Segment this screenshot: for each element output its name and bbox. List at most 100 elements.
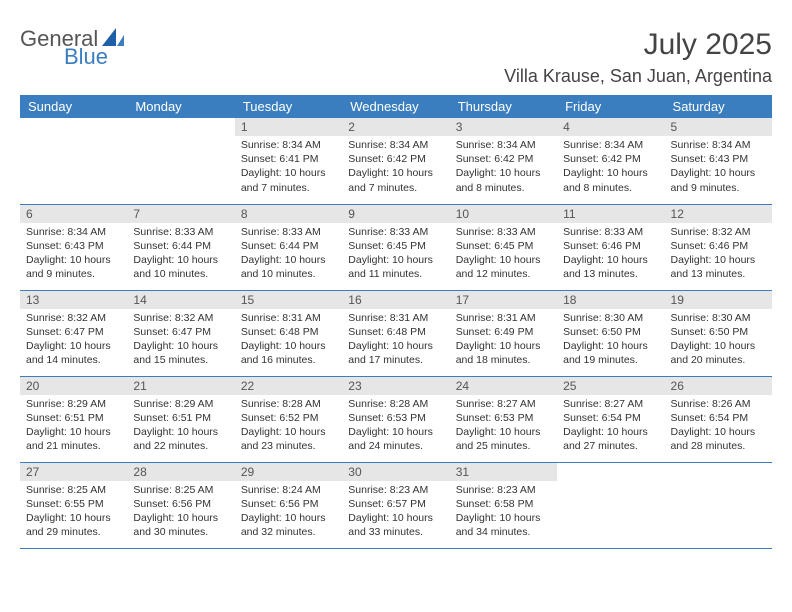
- day-details: Sunrise: 8:34 AMSunset: 6:43 PMDaylight:…: [665, 136, 772, 197]
- day-details: Sunrise: 8:25 AMSunset: 6:55 PMDaylight:…: [20, 481, 127, 542]
- calendar-cell: 21Sunrise: 8:29 AMSunset: 6:51 PMDayligh…: [127, 376, 234, 462]
- day-number: 6: [20, 205, 127, 223]
- sunset-text: Sunset: 6:44 PM: [241, 239, 336, 253]
- daylight-text: Daylight: 10 hours and 28 minutes.: [671, 425, 766, 453]
- calendar-cell: 8Sunrise: 8:33 AMSunset: 6:44 PMDaylight…: [235, 204, 342, 290]
- day-number: 16: [342, 291, 449, 309]
- sunrise-text: Sunrise: 8:30 AM: [671, 311, 766, 325]
- day-details: Sunrise: 8:31 AMSunset: 6:48 PMDaylight:…: [235, 309, 342, 370]
- daylight-text: Daylight: 10 hours and 22 minutes.: [133, 425, 228, 453]
- day-number: 18: [557, 291, 664, 309]
- page-root: General Blue July 2025 Villa Krause, San…: [0, 0, 792, 612]
- day-details: Sunrise: 8:34 AMSunset: 6:42 PMDaylight:…: [342, 136, 449, 197]
- sunset-text: Sunset: 6:49 PM: [456, 325, 551, 339]
- sunset-text: Sunset: 6:51 PM: [26, 411, 121, 425]
- sunrise-text: Sunrise: 8:34 AM: [26, 225, 121, 239]
- daylight-text: Daylight: 10 hours and 25 minutes.: [456, 425, 551, 453]
- daylight-text: Daylight: 10 hours and 10 minutes.: [133, 253, 228, 281]
- calendar-cell: [557, 462, 664, 548]
- day-details: Sunrise: 8:33 AMSunset: 6:46 PMDaylight:…: [557, 223, 664, 284]
- calendar-cell: [127, 118, 234, 204]
- sunrise-text: Sunrise: 8:27 AM: [563, 397, 658, 411]
- sunrise-text: Sunrise: 8:33 AM: [241, 225, 336, 239]
- calendar-cell: 31Sunrise: 8:23 AMSunset: 6:58 PMDayligh…: [450, 462, 557, 548]
- day-number: 10: [450, 205, 557, 223]
- sunset-text: Sunset: 6:48 PM: [348, 325, 443, 339]
- calendar-head: Sunday Monday Tuesday Wednesday Thursday…: [20, 95, 772, 118]
- sunset-text: Sunset: 6:58 PM: [456, 497, 551, 511]
- daylight-text: Daylight: 10 hours and 21 minutes.: [26, 425, 121, 453]
- day-number: 25: [557, 377, 664, 395]
- day-details: Sunrise: 8:34 AMSunset: 6:41 PMDaylight:…: [235, 136, 342, 197]
- calendar-cell: 28Sunrise: 8:25 AMSunset: 6:56 PMDayligh…: [127, 462, 234, 548]
- calendar-cell: 6Sunrise: 8:34 AMSunset: 6:43 PMDaylight…: [20, 204, 127, 290]
- sunrise-text: Sunrise: 8:34 AM: [348, 138, 443, 152]
- day-details: Sunrise: 8:26 AMSunset: 6:54 PMDaylight:…: [665, 395, 772, 456]
- sunrise-text: Sunrise: 8:26 AM: [671, 397, 766, 411]
- daylight-text: Daylight: 10 hours and 8 minutes.: [456, 166, 551, 194]
- daylight-text: Daylight: 10 hours and 24 minutes.: [348, 425, 443, 453]
- sunset-text: Sunset: 6:51 PM: [133, 411, 228, 425]
- sunset-text: Sunset: 6:41 PM: [241, 152, 336, 166]
- daylight-text: Daylight: 10 hours and 27 minutes.: [563, 425, 658, 453]
- calendar-cell: 15Sunrise: 8:31 AMSunset: 6:48 PMDayligh…: [235, 290, 342, 376]
- day-details: Sunrise: 8:29 AMSunset: 6:51 PMDaylight:…: [127, 395, 234, 456]
- sunset-text: Sunset: 6:53 PM: [348, 411, 443, 425]
- sunset-text: Sunset: 6:57 PM: [348, 497, 443, 511]
- day-number: [557, 463, 664, 467]
- daylight-text: Daylight: 10 hours and 34 minutes.: [456, 511, 551, 539]
- day-header: Sunday: [20, 95, 127, 118]
- calendar-cell: 22Sunrise: 8:28 AMSunset: 6:52 PMDayligh…: [235, 376, 342, 462]
- sunset-text: Sunset: 6:46 PM: [563, 239, 658, 253]
- day-number: 12: [665, 205, 772, 223]
- day-number: 20: [20, 377, 127, 395]
- sunset-text: Sunset: 6:47 PM: [133, 325, 228, 339]
- day-details: Sunrise: 8:31 AMSunset: 6:48 PMDaylight:…: [342, 309, 449, 370]
- calendar-cell: 19Sunrise: 8:30 AMSunset: 6:50 PMDayligh…: [665, 290, 772, 376]
- daylight-text: Daylight: 10 hours and 18 minutes.: [456, 339, 551, 367]
- day-details: Sunrise: 8:30 AMSunset: 6:50 PMDaylight:…: [557, 309, 664, 370]
- day-number: 28: [127, 463, 234, 481]
- sunrise-text: Sunrise: 8:33 AM: [563, 225, 658, 239]
- sunrise-text: Sunrise: 8:34 AM: [671, 138, 766, 152]
- brand-logo: General Blue: [20, 28, 124, 68]
- calendar-cell: 14Sunrise: 8:32 AMSunset: 6:47 PMDayligh…: [127, 290, 234, 376]
- day-details: Sunrise: 8:32 AMSunset: 6:47 PMDaylight:…: [127, 309, 234, 370]
- sunrise-text: Sunrise: 8:25 AM: [133, 483, 228, 497]
- sunset-text: Sunset: 6:55 PM: [26, 497, 121, 511]
- day-number: 17: [450, 291, 557, 309]
- title-block: July 2025 Villa Krause, San Juan, Argent…: [504, 28, 772, 87]
- calendar-cell: 24Sunrise: 8:27 AMSunset: 6:53 PMDayligh…: [450, 376, 557, 462]
- daylight-text: Daylight: 10 hours and 19 minutes.: [563, 339, 658, 367]
- sunrise-text: Sunrise: 8:25 AM: [26, 483, 121, 497]
- daylight-text: Daylight: 10 hours and 17 minutes.: [348, 339, 443, 367]
- sunrise-text: Sunrise: 8:27 AM: [456, 397, 551, 411]
- calendar-cell: 7Sunrise: 8:33 AMSunset: 6:44 PMDaylight…: [127, 204, 234, 290]
- sunset-text: Sunset: 6:54 PM: [563, 411, 658, 425]
- day-header: Wednesday: [342, 95, 449, 118]
- calendar-cell: 23Sunrise: 8:28 AMSunset: 6:53 PMDayligh…: [342, 376, 449, 462]
- month-title: July 2025: [504, 28, 772, 62]
- daylight-text: Daylight: 10 hours and 33 minutes.: [348, 511, 443, 539]
- daylight-text: Daylight: 10 hours and 16 minutes.: [241, 339, 336, 367]
- sunset-text: Sunset: 6:46 PM: [671, 239, 766, 253]
- day-number: 26: [665, 377, 772, 395]
- day-details: Sunrise: 8:31 AMSunset: 6:49 PMDaylight:…: [450, 309, 557, 370]
- calendar-table: Sunday Monday Tuesday Wednesday Thursday…: [20, 95, 772, 549]
- day-number: 1: [235, 118, 342, 136]
- day-details: Sunrise: 8:24 AMSunset: 6:56 PMDaylight:…: [235, 481, 342, 542]
- calendar-cell: 29Sunrise: 8:24 AMSunset: 6:56 PMDayligh…: [235, 462, 342, 548]
- sunrise-text: Sunrise: 8:33 AM: [456, 225, 551, 239]
- calendar-cell: 17Sunrise: 8:31 AMSunset: 6:49 PMDayligh…: [450, 290, 557, 376]
- header-row: General Blue July 2025 Villa Krause, San…: [20, 28, 772, 87]
- sunrise-text: Sunrise: 8:33 AM: [133, 225, 228, 239]
- day-details: Sunrise: 8:34 AMSunset: 6:42 PMDaylight:…: [557, 136, 664, 197]
- day-details: Sunrise: 8:33 AMSunset: 6:45 PMDaylight:…: [450, 223, 557, 284]
- calendar-row: 27Sunrise: 8:25 AMSunset: 6:55 PMDayligh…: [20, 462, 772, 548]
- day-details: Sunrise: 8:28 AMSunset: 6:52 PMDaylight:…: [235, 395, 342, 456]
- day-details: Sunrise: 8:33 AMSunset: 6:45 PMDaylight:…: [342, 223, 449, 284]
- daylight-text: Daylight: 10 hours and 15 minutes.: [133, 339, 228, 367]
- day-header: Saturday: [665, 95, 772, 118]
- day-number: 27: [20, 463, 127, 481]
- sunrise-text: Sunrise: 8:32 AM: [671, 225, 766, 239]
